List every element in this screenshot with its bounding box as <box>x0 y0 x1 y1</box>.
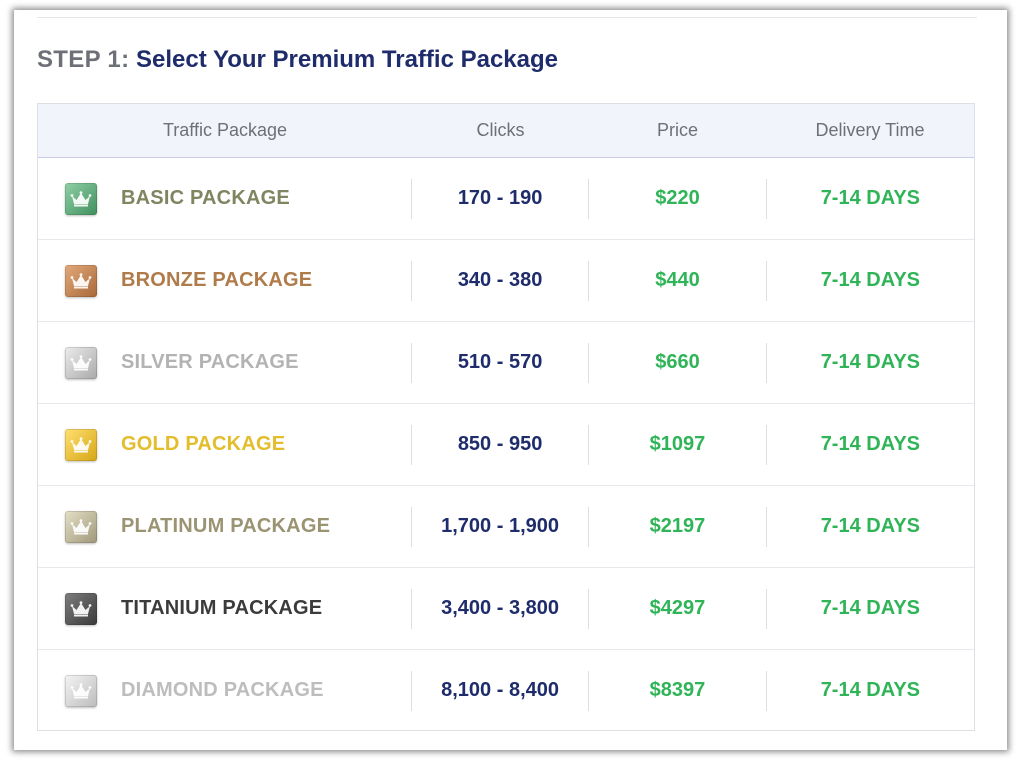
price-value: $2197 <box>588 506 765 547</box>
clicks-value: 3,400 - 3,800 <box>410 588 588 629</box>
package-table: Traffic Package Clicks Price Delivery Ti… <box>37 103 975 731</box>
price-value: $1097 <box>588 424 765 465</box>
package-cell: GOLD PACKAGE <box>38 425 411 465</box>
package-cell: SILVER PACKAGE <box>38 343 411 383</box>
platinum-crown-icon <box>65 510 97 543</box>
package-name: TITANIUM PACKAGE <box>121 597 323 619</box>
table-row[interactable]: BRONZE PACKAGE 340 - 380 $440 7-14 DAYS <box>38 240 974 322</box>
price-value: $220 <box>588 178 765 219</box>
delivery-time-value: 7-14 DAYS <box>765 260 974 301</box>
table-row[interactable]: PLATINUM PACKAGE 1,700 - 1,900 $2197 7-14 D… <box>38 486 974 568</box>
delivery-time-value: 7-14 DAYS <box>765 670 974 711</box>
delivery-time-value: 7-14 DAYS <box>765 342 974 383</box>
clicks-value: 510 - 570 <box>410 342 588 383</box>
package-cell: DIAMOND PACKAGE <box>38 671 411 711</box>
price-value: $4297 <box>588 588 765 629</box>
column-header-price: Price <box>656 120 698 140</box>
clicks-value: 340 - 380 <box>410 260 588 301</box>
delivery-time-value: 7-14 DAYS <box>765 424 974 465</box>
table-header: Traffic Package Clicks Price Delivery Ti… <box>38 104 974 158</box>
table-row[interactable]: GOLD PACKAGE 850 - 950 $1097 7-14 DAYS <box>38 404 974 486</box>
column-header-package: Traffic Package <box>162 120 288 140</box>
clicks-value: 170 - 190 <box>410 178 588 219</box>
table-row[interactable]: TITANIUM PACKAGE 3,400 - 3,800 $4297 7-14 D… <box>38 568 974 650</box>
column-header-clicks: Clicks <box>476 120 525 140</box>
package-name: DIAMOND PACKAGE <box>121 679 324 701</box>
package-name: GOLD PACKAGE <box>121 433 286 455</box>
table-row[interactable]: BASIC PACKAGE 170 - 190 $220 7-14 DAYS <box>38 158 974 240</box>
package-name: SILVER PACKAGE <box>121 351 299 373</box>
top-divider <box>37 17 977 18</box>
package-cell: TITANIUM PACKAGE <box>38 589 411 629</box>
clicks-value: 8,100 - 8,400 <box>410 670 588 711</box>
table-row[interactable]: SILVER PACKAGE 510 - 570 $660 7-14 DAYS <box>38 322 974 404</box>
column-header-delivery: Delivery Time <box>815 120 925 140</box>
titanium-crown-icon <box>65 592 97 625</box>
clicks-value: 850 - 950 <box>410 424 588 465</box>
bronze-crown-icon <box>65 264 97 297</box>
delivery-time-value: 7-14 DAYS <box>765 506 974 547</box>
diamond-crown-icon <box>65 674 97 707</box>
page-frame: STEP 1: Select Your Premium Traffic Pack… <box>14 10 1007 750</box>
table-row[interactable]: DIAMOND PACKAGE 8,100 - 8,400 $8397 7-14 DA… <box>38 650 974 731</box>
delivery-time-value: 7-14 DAYS <box>765 588 974 629</box>
clicks-value: 1,700 - 1,900 <box>410 506 588 547</box>
package-name: BRONZE PACKAGE <box>121 269 313 291</box>
delivery-time-value: 7-14 DAYS <box>765 178 974 219</box>
package-cell: BRONZE PACKAGE <box>38 261 411 301</box>
table-body: BASIC PACKAGE 170 - 190 $220 7-14 DAYS BRONZ… <box>38 158 974 731</box>
step-heading: STEP 1: Select Your Premium Traffic Pack… <box>37 44 558 76</box>
package-name: BASIC PACKAGE <box>121 187 290 209</box>
package-name: PLATINUM PACKAGE <box>121 515 331 537</box>
silver-crown-icon <box>65 346 97 379</box>
price-value: $8397 <box>588 670 765 711</box>
emerald-crown-icon <box>65 182 97 215</box>
gold-crown-icon <box>65 428 97 461</box>
step-number: STEP 1: <box>37 46 130 73</box>
package-cell: PLATINUM PACKAGE <box>38 507 411 547</box>
package-cell: BASIC PACKAGE <box>38 179 411 219</box>
price-value: $660 <box>588 342 765 383</box>
page-title: Select Your Premium Traffic Package <box>136 46 558 73</box>
price-value: $440 <box>588 260 765 301</box>
